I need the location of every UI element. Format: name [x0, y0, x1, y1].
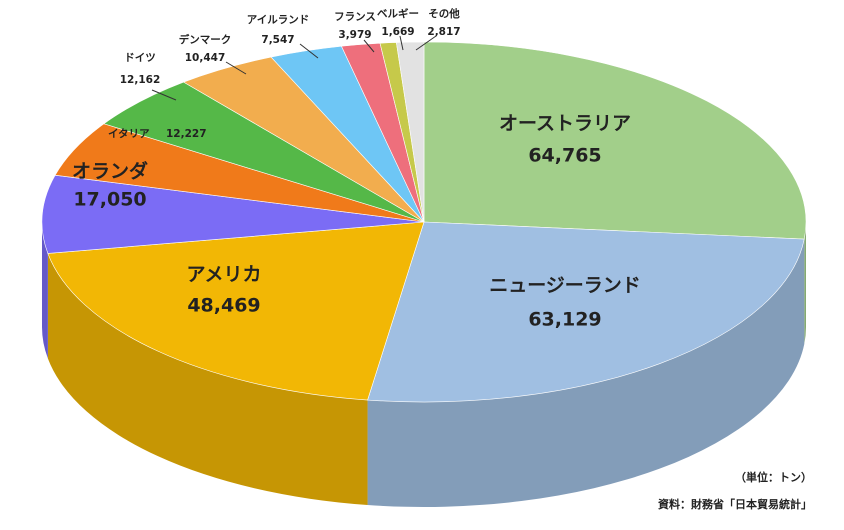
value-label: 3,979: [338, 29, 371, 41]
slice-side: [47, 253, 368, 506]
category-label: アメリカ: [186, 264, 261, 286]
category-label: アイルランド: [247, 14, 309, 26]
slice: [47, 221, 425, 401]
leader-line: [225, 61, 247, 75]
pie-sides: [42, 222, 806, 507]
leader-line: [151, 89, 177, 101]
leader-line: [299, 43, 319, 59]
slice-side: [804, 222, 806, 345]
slice-side: [367, 239, 805, 507]
slice-side: [42, 222, 48, 359]
slice: [367, 221, 805, 403]
category-label: その他: [428, 7, 460, 20]
value-label: 48,469: [187, 295, 260, 317]
value-label: 2,817: [427, 26, 460, 38]
value-label: 7,547: [261, 34, 294, 46]
category-label: オーストラリア: [499, 113, 631, 135]
slice: [395, 41, 425, 223]
value-label: 63,129: [528, 309, 601, 331]
value-label: 64,765: [528, 145, 601, 167]
slice: [423, 41, 807, 240]
leader-line: [399, 35, 404, 51]
category-label: フランス: [334, 11, 376, 23]
category-label: ニュージーランド: [489, 275, 641, 297]
category-label: ドイツ: [124, 52, 156, 64]
category-label: イタリア: [108, 128, 150, 140]
source-note: 資料：財務省「日本貿易統計」: [658, 497, 812, 511]
value-label: 1,669: [381, 26, 414, 38]
unit-note: （単位：トン）: [735, 470, 812, 484]
value-label: 17,050: [73, 189, 146, 211]
value-label: 12,162: [120, 74, 161, 86]
labels: オーストラリア 64,765 ニュージーランド 63,129 アメリカ 48,469 オラン…: [72, 7, 641, 331]
pie-tops: [41, 41, 807, 403]
value-label: 10,447: [185, 52, 226, 64]
category-label: オランダ: [72, 160, 148, 183]
leader-line: [363, 39, 375, 53]
category-label: デンマーク: [179, 33, 232, 46]
category-label: ベルギー: [377, 7, 419, 20]
slice: [41, 174, 425, 254]
value-label: 12,227: [166, 128, 207, 140]
leader-line: [415, 35, 437, 51]
